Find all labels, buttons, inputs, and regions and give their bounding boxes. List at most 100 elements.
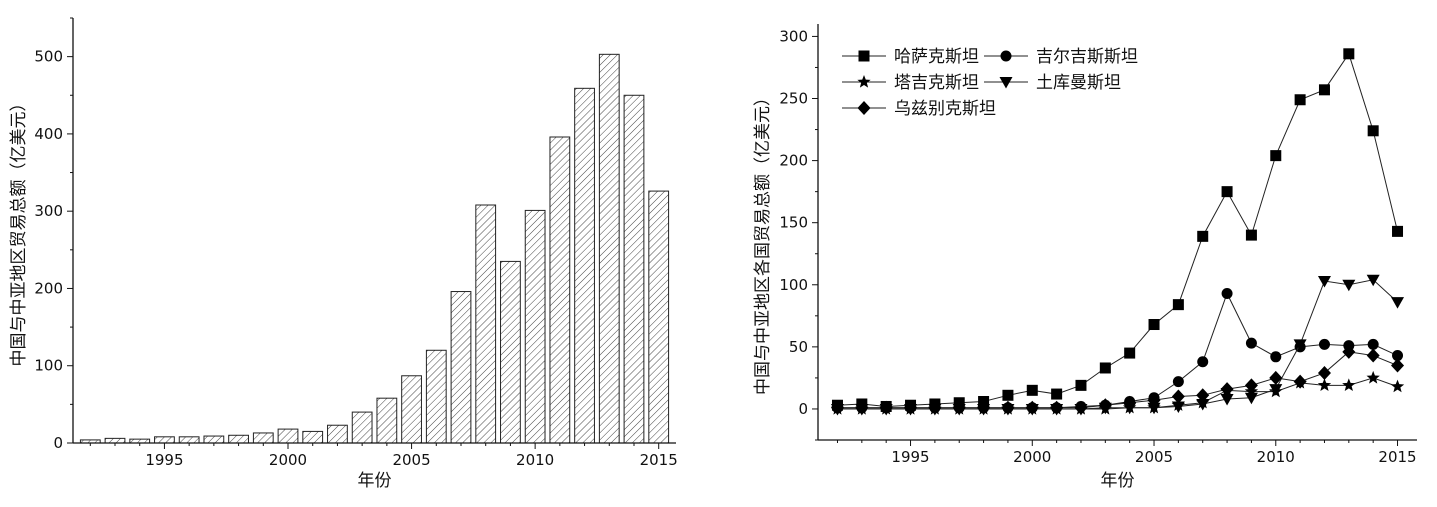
marker-circle	[1367, 338, 1379, 350]
marker-circle	[1245, 337, 1257, 349]
ticks: 1995 2000 2005 2010 2015 0 50 100 150 200 250 300	[779, 27, 1416, 466]
bar	[104, 437, 126, 444]
marker-diamond	[1001, 400, 1015, 415]
bar	[302, 430, 324, 444]
bar	[327, 424, 348, 444]
marker-square	[1392, 225, 1404, 237]
x-axis-title: 年份	[1101, 471, 1135, 491]
marker-diamond	[928, 400, 942, 415]
bar	[203, 435, 225, 444]
marker-diamond	[1269, 370, 1283, 385]
legend-item: 乌兹别克斯坦	[842, 99, 996, 119]
bar	[277, 428, 299, 444]
marker-triangle-down	[1220, 394, 1234, 406]
bar	[401, 375, 422, 444]
marker-star	[1317, 378, 1332, 392]
x-tick-label: 2015	[640, 451, 678, 469]
marker-triangle-down	[1293, 339, 1307, 351]
marker-diamond	[1220, 382, 1234, 397]
y-tick-label: 200	[34, 279, 63, 297]
marker-diamond	[1025, 400, 1039, 415]
x-tick-label: 2010	[1257, 448, 1295, 466]
marker-square	[858, 50, 870, 62]
bar	[623, 94, 645, 444]
marker-square	[1051, 388, 1063, 400]
bar	[252, 432, 274, 444]
bar	[425, 349, 447, 444]
marker-diamond	[1098, 398, 1112, 413]
marker-square	[1318, 84, 1330, 96]
bar	[574, 87, 595, 444]
y-tick-label: 500	[34, 48, 63, 66]
legend-label: 哈萨克斯坦	[894, 47, 979, 67]
marker-circle	[1172, 376, 1184, 388]
x-tick-label: 2005	[1135, 448, 1173, 466]
x-axis-title: 年份	[358, 471, 392, 491]
marker-diamond	[1147, 393, 1161, 408]
marker-diamond	[904, 400, 918, 415]
marker-square	[1099, 362, 1111, 374]
marker-triangle-down	[1147, 402, 1161, 415]
marker-diamond	[1050, 400, 1064, 415]
marker-diamond	[977, 400, 991, 415]
bar	[500, 260, 521, 444]
marker-diamond	[1391, 358, 1405, 373]
y-tick-label: 400	[34, 125, 63, 143]
marker-triangle-down	[999, 77, 1013, 89]
marker-circle	[1000, 50, 1012, 62]
bar	[549, 136, 571, 444]
x-tick-label: 2015	[1378, 448, 1416, 466]
marker-triangle-down	[1244, 392, 1258, 405]
legend-label: 土库曼斯坦	[1036, 73, 1121, 93]
marker-diamond	[1171, 389, 1185, 404]
marker-diamond	[952, 400, 966, 415]
marker-diamond	[857, 101, 871, 115]
axes	[817, 24, 1417, 441]
bar	[524, 209, 546, 444]
marker-square	[1343, 48, 1355, 60]
y-tick-label: 300	[34, 202, 63, 220]
y-tick-label: 0	[53, 434, 63, 452]
legend-item: 塔吉克斯坦	[842, 73, 979, 93]
marker-square	[1245, 229, 1257, 241]
series	[830, 48, 1405, 416]
marker-square	[1270, 150, 1282, 162]
legend-item: 土库曼斯坦	[984, 73, 1121, 93]
series-line	[837, 279, 1398, 410]
y-tick-label: 100	[779, 276, 808, 294]
marker-diamond	[1196, 388, 1210, 403]
marker-diamond	[1342, 344, 1356, 359]
legend-label: 塔吉克斯坦	[894, 73, 979, 93]
line-chart: 1995 2000 2005 2010 2015 0 50 100 150 200 250 300 哈…	[753, 24, 1417, 491]
y-axis-title: 中国与中亚地区贸易总额（亿美元）	[9, 95, 29, 367]
bar	[475, 204, 497, 444]
marker-diamond	[1244, 378, 1258, 393]
marker-diamond	[1123, 395, 1137, 410]
axes	[72, 18, 676, 444]
y-axis-title: 中国与中亚地区各国贸易总额（亿美元）	[753, 89, 773, 395]
marker-square	[1075, 379, 1087, 391]
marker-circle	[1221, 287, 1233, 299]
marker-square	[1002, 389, 1014, 401]
marker-triangle-down	[1317, 276, 1331, 288]
legend-label: 吉尔吉斯斯坦	[1036, 47, 1138, 67]
marker-triangle-down	[1196, 398, 1210, 411]
marker-diamond	[879, 400, 893, 415]
marker-square	[1172, 299, 1184, 311]
marker-square	[1294, 94, 1306, 106]
y-tick-label: 150	[779, 214, 808, 232]
marker-square	[1367, 125, 1379, 137]
x-tick-label: 2000	[1013, 448, 1051, 466]
bar	[154, 436, 175, 444]
x-tick-label: 2005	[392, 451, 430, 469]
marker-star	[1390, 379, 1405, 393]
x-tick-label: 2010	[516, 451, 554, 469]
marker-triangle-down	[1171, 401, 1185, 413]
marker-square	[1197, 230, 1209, 242]
y-tick-label: 300	[779, 27, 808, 45]
marker-circle	[1197, 356, 1209, 368]
bar	[376, 397, 398, 444]
